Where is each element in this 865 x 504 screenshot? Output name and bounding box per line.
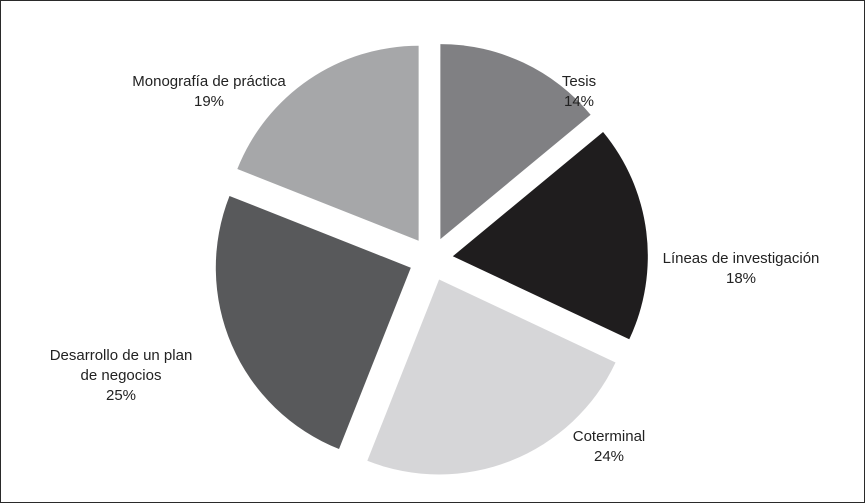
slice-value-label: 19%	[194, 93, 224, 110]
slice-label-2: Líneas de investigación 18%	[663, 250, 820, 287]
slice-value-label: 24%	[594, 448, 624, 465]
slice-value-label: 18%	[726, 270, 756, 287]
slice-label-5: Monografía de práctica 19%	[132, 73, 286, 110]
slice-label-1: Tesis 14%	[562, 73, 596, 110]
slice-category-label: Coterminal	[573, 428, 646, 445]
slice-category-label: Líneas de investigación	[663, 250, 820, 267]
slice-label-4: Desarrollo de un plan de negocios 25%	[50, 347, 193, 404]
pie-slice-3	[367, 279, 616, 475]
slice-value-label: 14%	[564, 93, 594, 110]
slice-value-label: 25%	[106, 387, 136, 404]
pie-slice-1	[440, 44, 591, 240]
slice-category-label: Tesis	[562, 73, 596, 90]
pie-labels: Tesis 14% Líneas de investigación 18% Coterm…	[50, 73, 820, 465]
slice-category-label: Desarrollo de un plan	[50, 347, 193, 364]
slice-label-3: Coterminal 24%	[573, 428, 646, 465]
pie-slice-5	[237, 45, 419, 241]
pie-slice-2	[452, 131, 648, 340]
slice-category-label: de negocios	[81, 367, 162, 384]
pie-slices	[215, 44, 648, 475]
slice-category-label: Monografía de práctica	[132, 73, 286, 90]
pie-slice-4	[215, 195, 411, 450]
